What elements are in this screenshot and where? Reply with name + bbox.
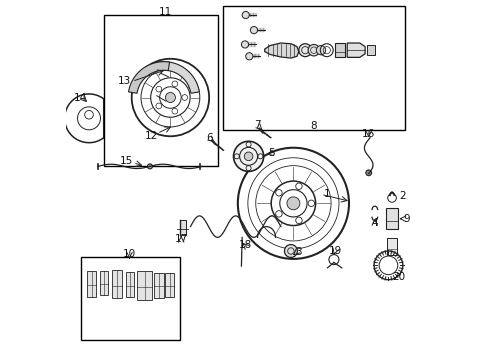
Text: 10: 10 (123, 248, 136, 258)
Bar (387, 238, 397, 255)
Text: 5: 5 (269, 148, 275, 158)
Circle shape (317, 45, 326, 55)
Text: 8: 8 (311, 121, 317, 131)
Bar (386, 208, 398, 229)
Circle shape (166, 93, 175, 103)
Polygon shape (158, 62, 199, 93)
Text: 4: 4 (371, 218, 378, 228)
Circle shape (242, 41, 248, 48)
Circle shape (287, 197, 300, 210)
Text: 2: 2 (399, 191, 406, 201)
Circle shape (234, 141, 264, 171)
Circle shape (308, 44, 319, 56)
Circle shape (245, 53, 253, 60)
Text: 1: 1 (323, 189, 330, 199)
Text: 17: 17 (174, 234, 188, 244)
Polygon shape (347, 43, 365, 57)
Circle shape (147, 164, 152, 169)
Circle shape (285, 244, 297, 257)
Circle shape (242, 12, 249, 19)
Bar (81, 257, 180, 339)
Bar (153, 273, 164, 298)
Text: 7: 7 (254, 121, 261, 130)
Circle shape (250, 27, 258, 34)
Bar (100, 271, 108, 296)
Bar (223, 6, 405, 130)
Text: 19: 19 (329, 246, 342, 256)
Text: 6: 6 (206, 133, 213, 143)
Circle shape (366, 170, 371, 176)
Bar (104, 15, 218, 166)
Circle shape (299, 44, 312, 57)
Text: 16: 16 (362, 129, 375, 139)
Text: 11: 11 (159, 7, 172, 17)
Text: 3: 3 (295, 247, 302, 257)
Text: 14: 14 (74, 93, 87, 103)
Bar (180, 220, 186, 234)
Bar (87, 271, 96, 297)
Bar (137, 271, 152, 300)
Bar (112, 270, 122, 298)
Circle shape (245, 152, 253, 161)
Bar (367, 45, 375, 55)
Text: 12: 12 (145, 131, 158, 141)
Text: 20: 20 (392, 272, 406, 282)
Polygon shape (265, 43, 299, 58)
Text: 13: 13 (118, 76, 131, 86)
Text: 18: 18 (238, 240, 252, 250)
Text: 9: 9 (403, 214, 410, 224)
Bar (335, 42, 345, 57)
Bar (126, 272, 134, 297)
Polygon shape (128, 62, 170, 93)
Bar (166, 273, 174, 297)
Text: 15: 15 (120, 156, 133, 166)
